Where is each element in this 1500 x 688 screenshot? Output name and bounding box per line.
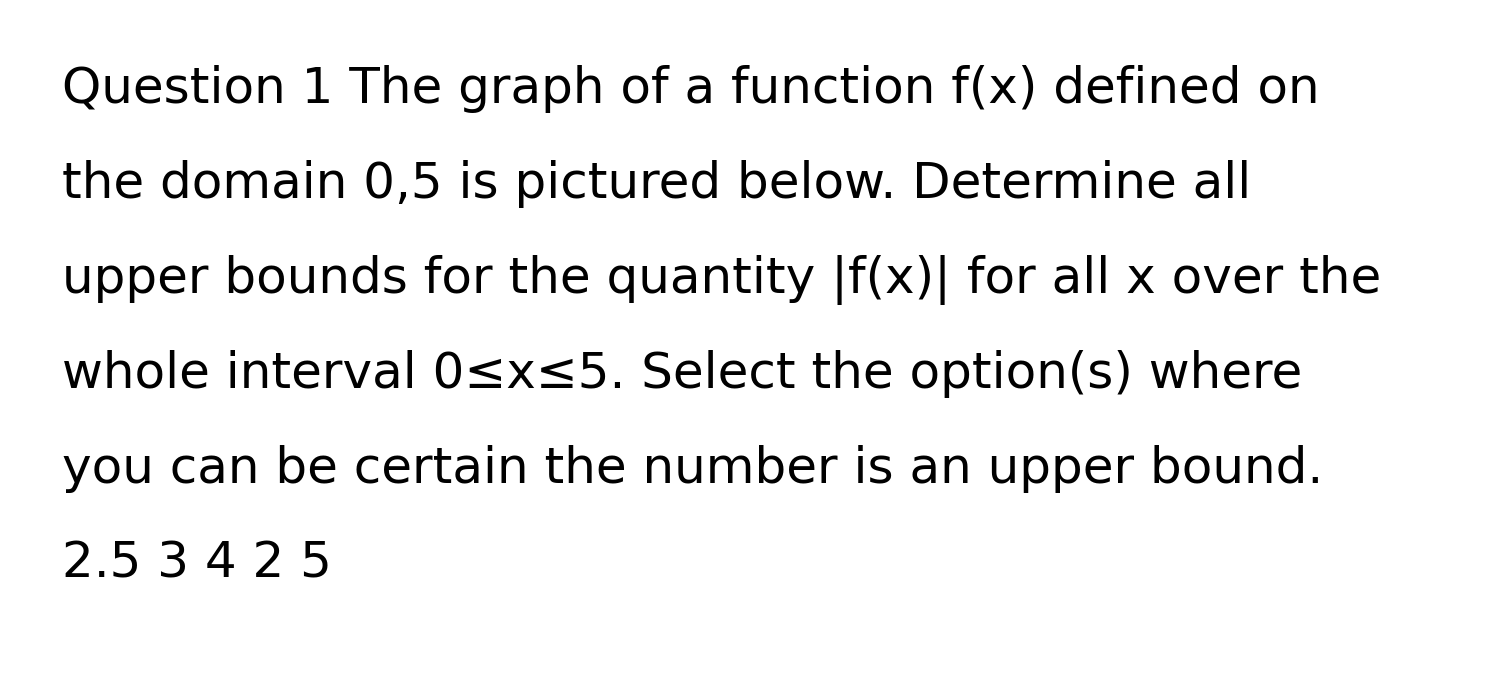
Text: upper bounds for the quantity |f(x)| for all x over the: upper bounds for the quantity |f(x)| for… <box>62 255 1382 305</box>
Text: 2.5 3 4 2 5: 2.5 3 4 2 5 <box>62 540 332 588</box>
Text: Question 1 The graph of a function f(x) defined on: Question 1 The graph of a function f(x) … <box>62 65 1320 113</box>
Text: whole interval 0≤x≤5. Select the option(s) where: whole interval 0≤x≤5. Select the option(… <box>62 350 1302 398</box>
Text: the domain 0,5 is pictured below. Determine all: the domain 0,5 is pictured below. Determ… <box>62 160 1251 208</box>
Text: you can be certain the number is an upper bound.: you can be certain the number is an uppe… <box>62 445 1323 493</box>
